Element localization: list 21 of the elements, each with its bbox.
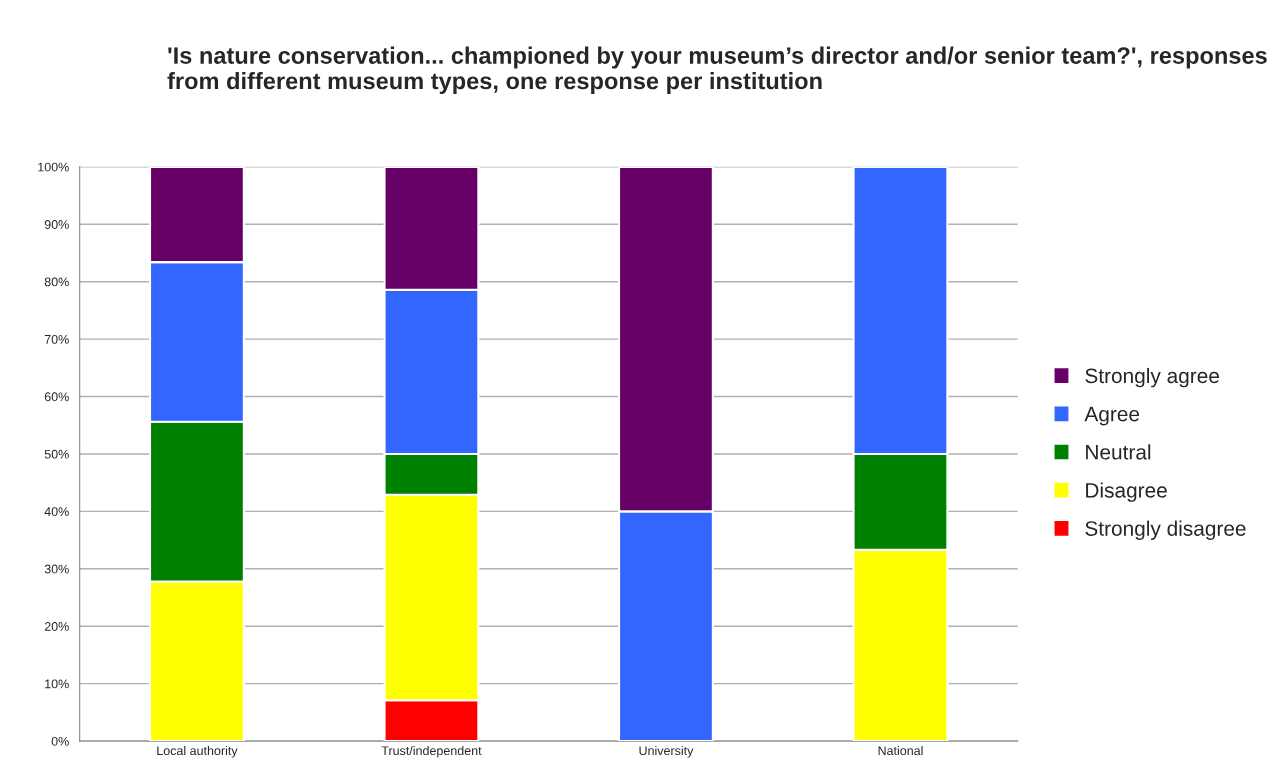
legend-label: Agree: [1084, 406, 1140, 426]
chart-title: 'Is nature conservation... championed by your museum’s director and/or senior team?', responses from different museum types, one response per institution: [167, 46, 1267, 94]
y-tick-label: 40%: [44, 507, 69, 517]
y-tick-label: 60%: [44, 392, 69, 402]
legend-label: Strongly disagree: [1085, 520, 1246, 541]
y-tick-label: 30%: [44, 564, 69, 574]
x-tick-label: National: [878, 745, 923, 756]
legend-label: Strongly agree: [1085, 367, 1219, 388]
y-tick-label: 0%: [51, 736, 69, 746]
y-tick-label: 90%: [44, 220, 69, 229]
y-tick-label: 70%: [44, 334, 69, 344]
legend-label: Disagree: [1086, 482, 1167, 502]
x-tick-label: University: [639, 745, 694, 758]
y-tick-label: 20%: [44, 622, 69, 631]
y-tick-label: 50%: [44, 449, 69, 459]
x-tick-label: Trust/independent: [381, 745, 482, 758]
y-tick-label: 100%: [38, 162, 69, 172]
x-tick-label: Local authority: [157, 745, 238, 758]
y-tick-label: 80%: [44, 277, 69, 287]
legend-label: Neutral: [1086, 444, 1151, 460]
y-tick-label: 10%: [45, 679, 69, 689]
